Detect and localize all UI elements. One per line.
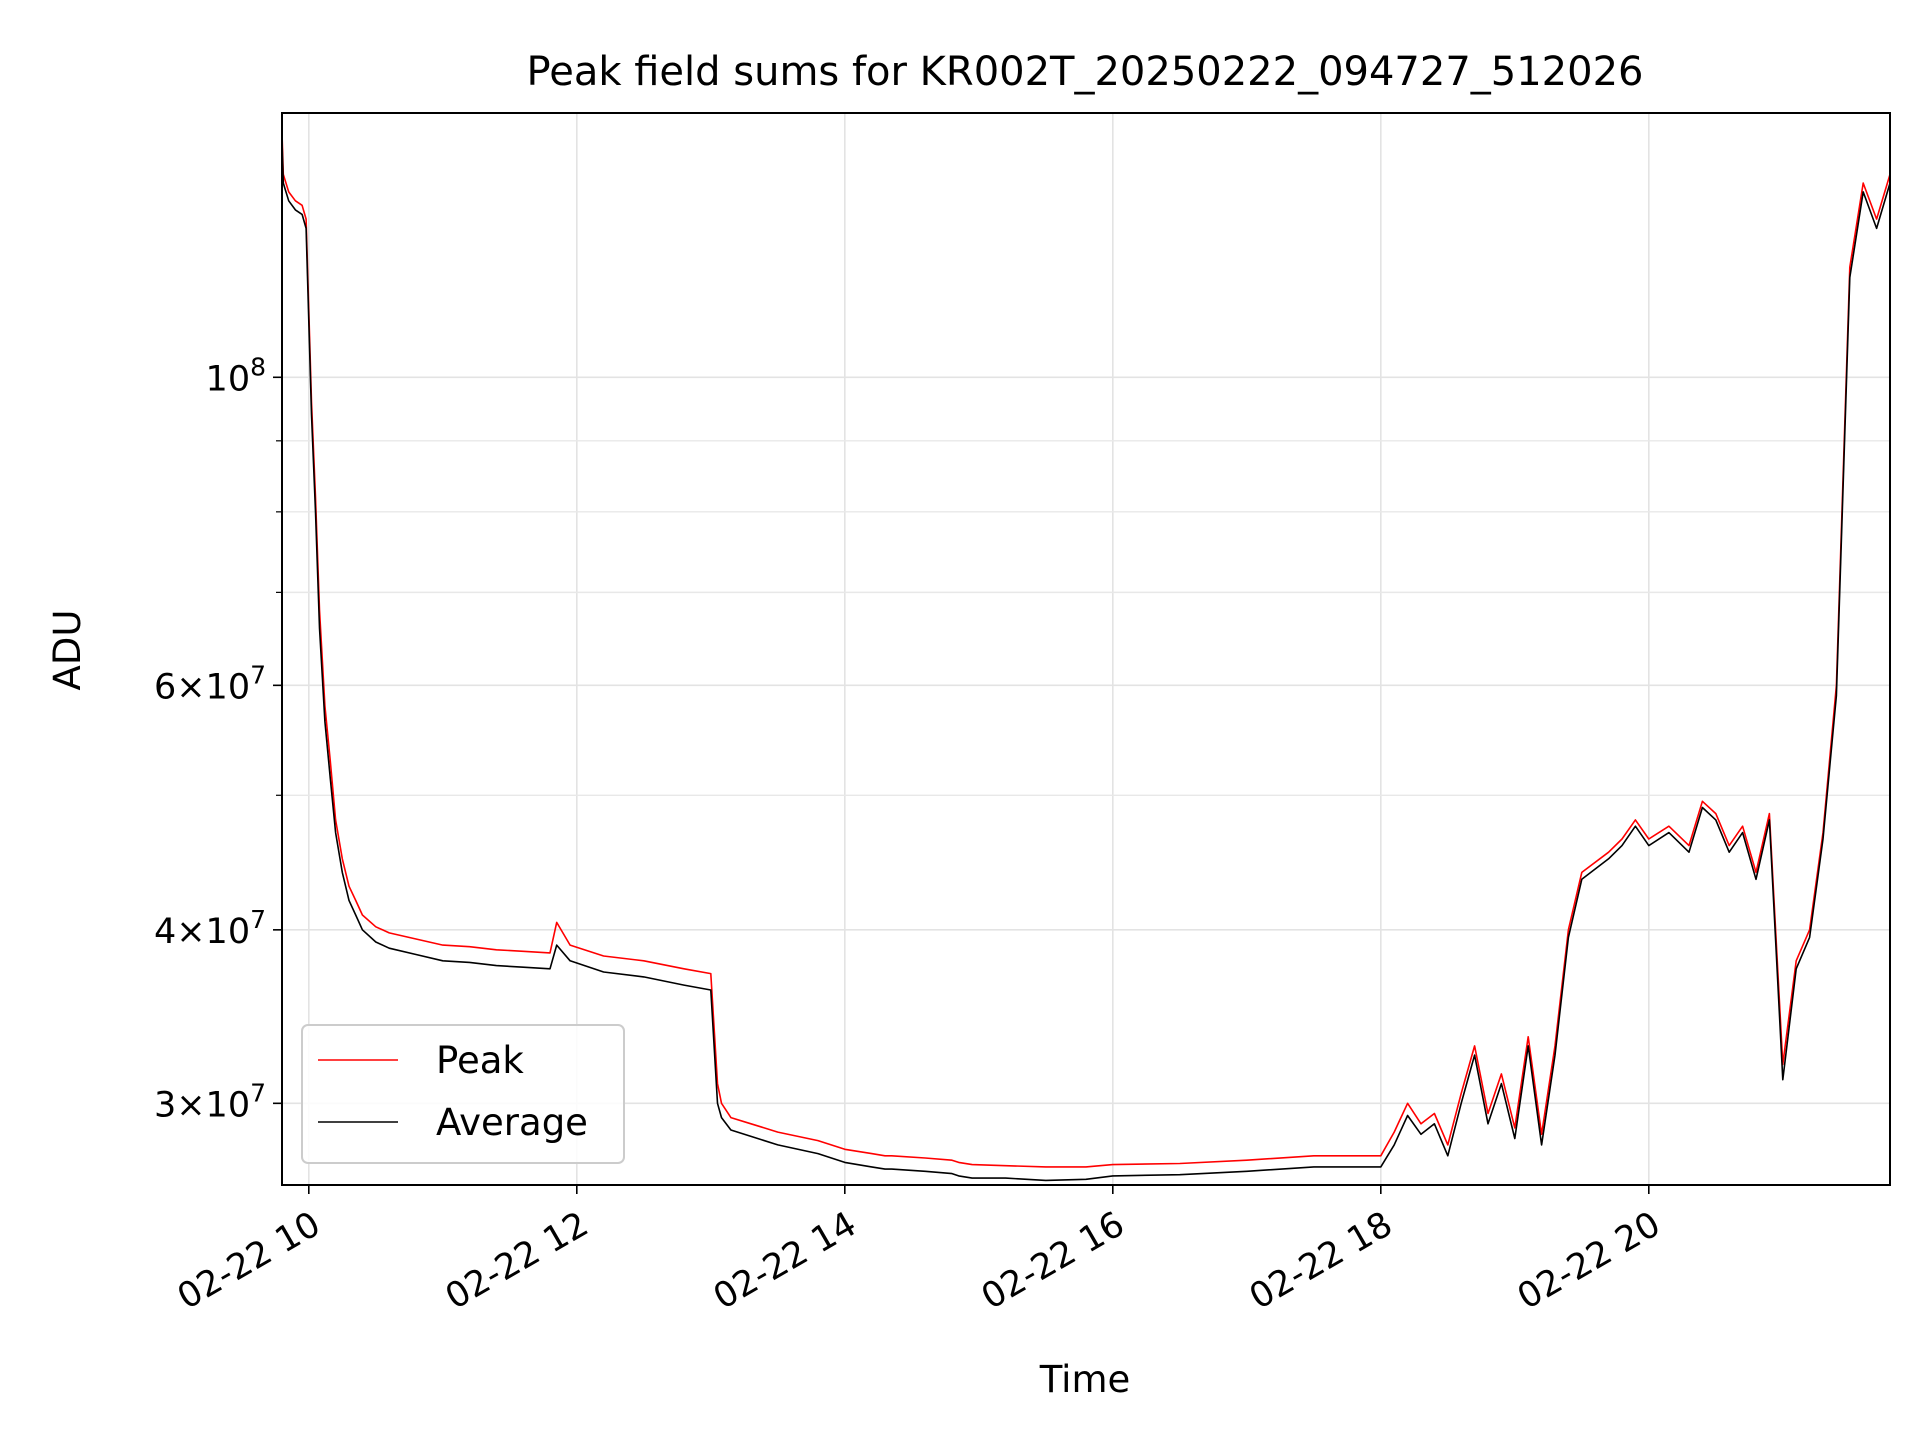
y-axis-label: ADU <box>46 610 89 691</box>
y-axis: 3×107 4×107 6×107 108 <box>154 352 282 1125</box>
x-tick-label: 02-22 14 <box>707 1204 863 1317</box>
series-average <box>281 140 1891 1182</box>
x-tick-label: 02-22 18 <box>1243 1204 1399 1317</box>
y-tick-label: 6×107 <box>154 660 266 707</box>
plot-frame <box>281 112 1891 1186</box>
x-tick-label: 02-22 10 <box>171 1204 327 1317</box>
y-tick-label: 4×107 <box>154 905 266 952</box>
series-peak <box>281 132 1891 1168</box>
x-axis-label: Time <box>1039 1358 1131 1401</box>
x-tick-label: 02-22 16 <box>975 1204 1131 1317</box>
legend: Peak Average <box>301 1024 625 1164</box>
legend-peak-label: Peak <box>436 1039 524 1082</box>
chart-title: Peak field sums for KR002T_20250222_0947… <box>527 49 1644 95</box>
x-tick-label: 02-22 12 <box>439 1204 595 1317</box>
x-axis: 02-22 10 02-22 12 02-22 14 02-22 16 02-22 18… <box>171 1185 1667 1318</box>
x-tick-label: 02-22 20 <box>1511 1204 1667 1317</box>
series-layer <box>281 132 1891 1182</box>
legend-average-label: Average <box>436 1101 588 1144</box>
y-tick-label: 108 <box>206 352 266 399</box>
y-tick-label: 3×107 <box>154 1078 266 1125</box>
